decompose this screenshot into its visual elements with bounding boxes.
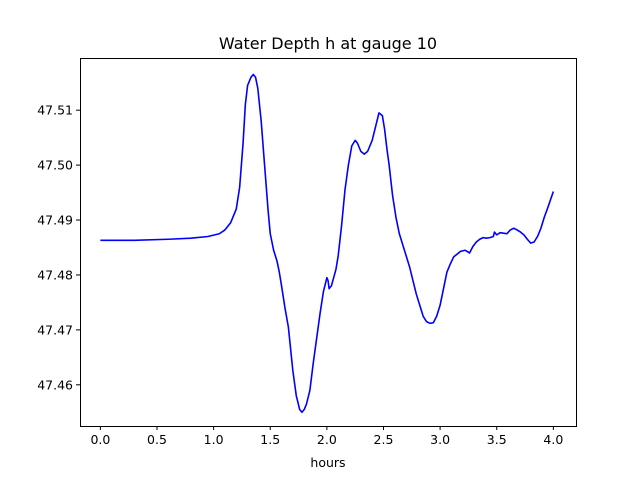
- y-axis-ticks: 47.46 47.47 47.48 47.49 47.50 47.51: [37, 103, 80, 392]
- x-axis-label: hours: [310, 455, 345, 470]
- x-tick-label: 1.5: [260, 432, 280, 447]
- x-tick-label: 3.0: [430, 432, 450, 447]
- x-tick-label: 0.0: [90, 432, 110, 447]
- y-tick-label: 47.50: [37, 158, 73, 173]
- x-tick-label: 4.0: [543, 432, 563, 447]
- chart-title: Water Depth h at gauge 10: [219, 34, 437, 53]
- x-tick-label: 1.0: [204, 432, 224, 447]
- x-axis-ticks: 0.0 0.5 1.0 1.5 2.0 2.5 3.0 3.5 4.0: [90, 426, 563, 447]
- x-tick-label: 2.0: [317, 432, 337, 447]
- y-tick-label: 47.48: [37, 267, 73, 282]
- series-line-0: [100, 73, 555, 414]
- x-tick-label: 3.5: [487, 432, 507, 447]
- x-tick-label: 2.5: [374, 432, 394, 447]
- plot-area: [100, 73, 555, 414]
- y-tick-label: 47.49: [37, 213, 73, 228]
- y-tick-label: 47.51: [37, 103, 73, 118]
- axes-frame: [80, 58, 577, 427]
- y-tick-label: 47.47: [37, 322, 73, 337]
- y-tick-label: 47.46: [37, 377, 73, 392]
- x-tick-label: 0.5: [147, 432, 167, 447]
